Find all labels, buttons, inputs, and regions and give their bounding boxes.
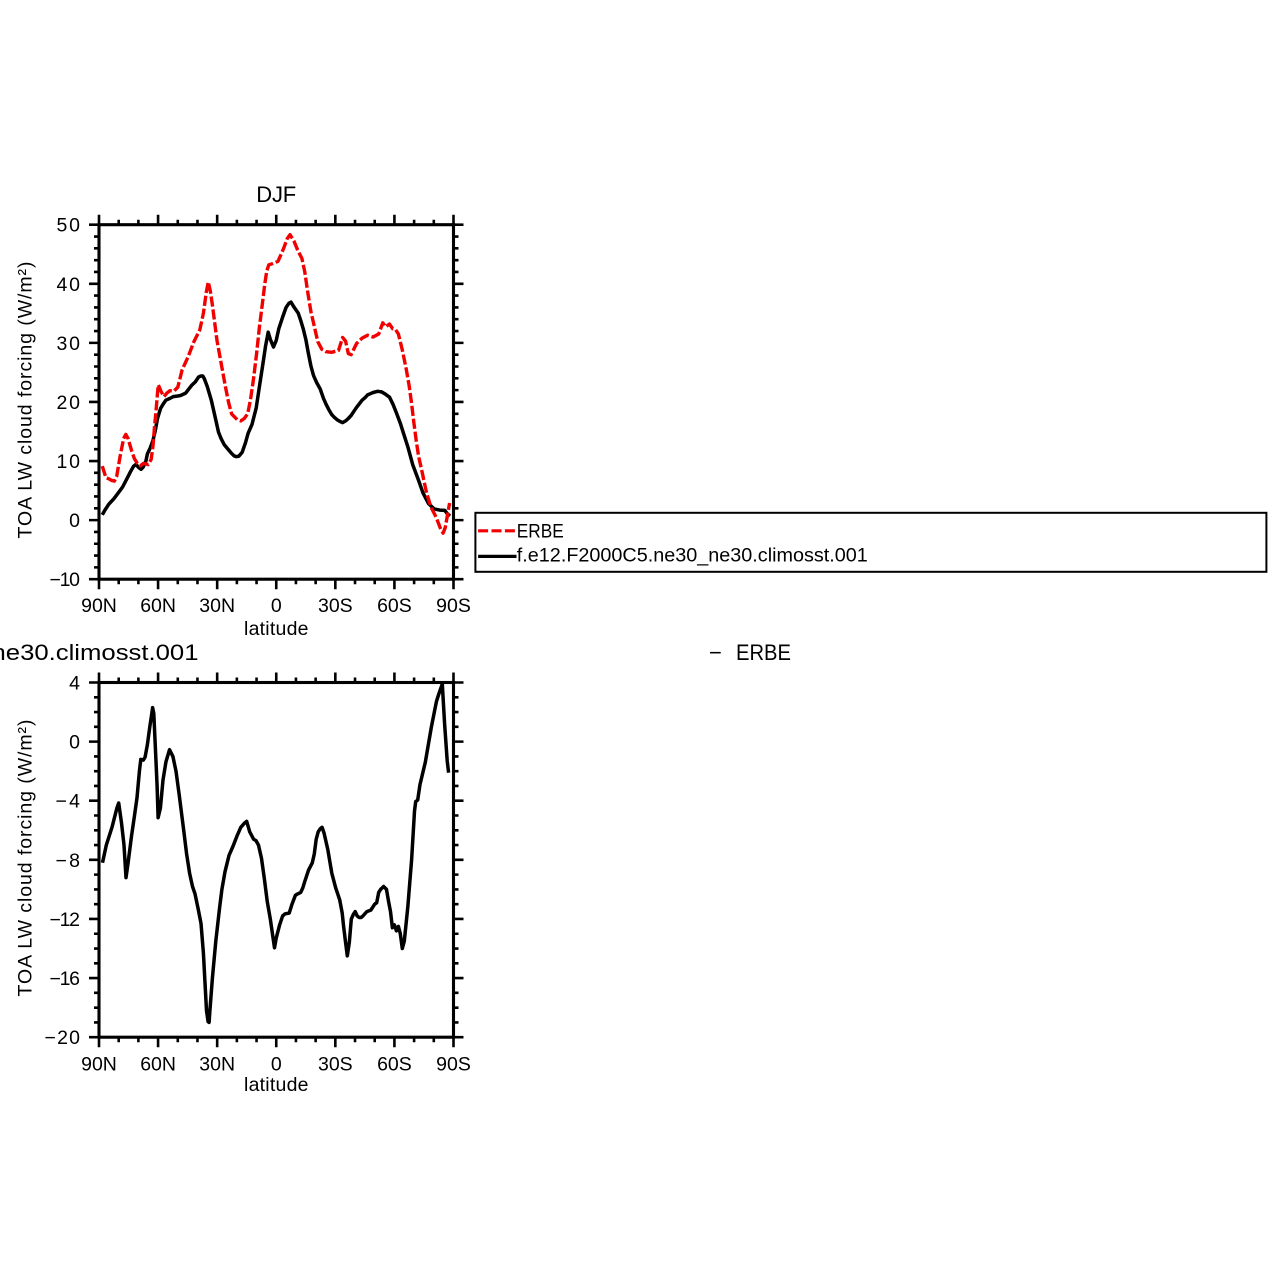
svg-text:60S: 60S bbox=[377, 595, 412, 617]
svg-text:−16: −16 bbox=[50, 968, 81, 990]
svg-text:0: 0 bbox=[271, 595, 282, 617]
svg-text:90S: 90S bbox=[436, 1054, 471, 1076]
svg-text:4: 4 bbox=[69, 673, 80, 695]
svg-text:40: 40 bbox=[57, 274, 81, 296]
svg-text:10: 10 bbox=[57, 451, 81, 473]
svg-text:TOA LW cloud forcing (W/m²): TOA LW cloud forcing (W/m²) bbox=[15, 720, 37, 997]
svg-text:90S: 90S bbox=[436, 595, 471, 617]
svg-text:60N: 60N bbox=[140, 1054, 176, 1076]
svg-text:90N: 90N bbox=[81, 595, 117, 617]
svg-text:90N: 90N bbox=[81, 1054, 117, 1076]
svg-text:0: 0 bbox=[69, 732, 80, 754]
svg-text:60S: 60S bbox=[377, 1054, 412, 1076]
svg-text:latitude: latitude bbox=[244, 1074, 309, 1096]
svg-text:0: 0 bbox=[271, 1054, 282, 1076]
svg-text:30: 30 bbox=[57, 333, 81, 355]
svg-text:−12: −12 bbox=[50, 909, 81, 931]
svg-text:−: − bbox=[709, 640, 722, 665]
svg-text:latitude: latitude bbox=[244, 618, 309, 640]
svg-text:60N: 60N bbox=[140, 595, 176, 617]
svg-text:−10: −10 bbox=[50, 569, 81, 591]
svg-text:ERBE: ERBE bbox=[517, 521, 564, 543]
svg-text:30S: 30S bbox=[318, 595, 353, 617]
svg-text:DJF: DJF bbox=[256, 182, 296, 207]
svg-text:−20: −20 bbox=[45, 1027, 81, 1049]
svg-text:ne30.climosst.001: ne30.climosst.001 bbox=[0, 640, 199, 665]
svg-text:30S: 30S bbox=[318, 1054, 353, 1076]
svg-text:f.e12.F2000C5.ne30_ne30.climos: f.e12.F2000C5.ne30_ne30.climosst.001 bbox=[517, 545, 868, 567]
svg-text:TOA LW cloud forcing (W/m²): TOA LW cloud forcing (W/m²) bbox=[15, 262, 37, 539]
svg-text:30N: 30N bbox=[199, 1054, 235, 1076]
svg-text:30N: 30N bbox=[199, 595, 235, 617]
svg-text:0: 0 bbox=[69, 510, 80, 532]
svg-text:20: 20 bbox=[57, 392, 81, 414]
svg-text:ERBE: ERBE bbox=[736, 640, 791, 665]
svg-text:50: 50 bbox=[57, 215, 81, 237]
